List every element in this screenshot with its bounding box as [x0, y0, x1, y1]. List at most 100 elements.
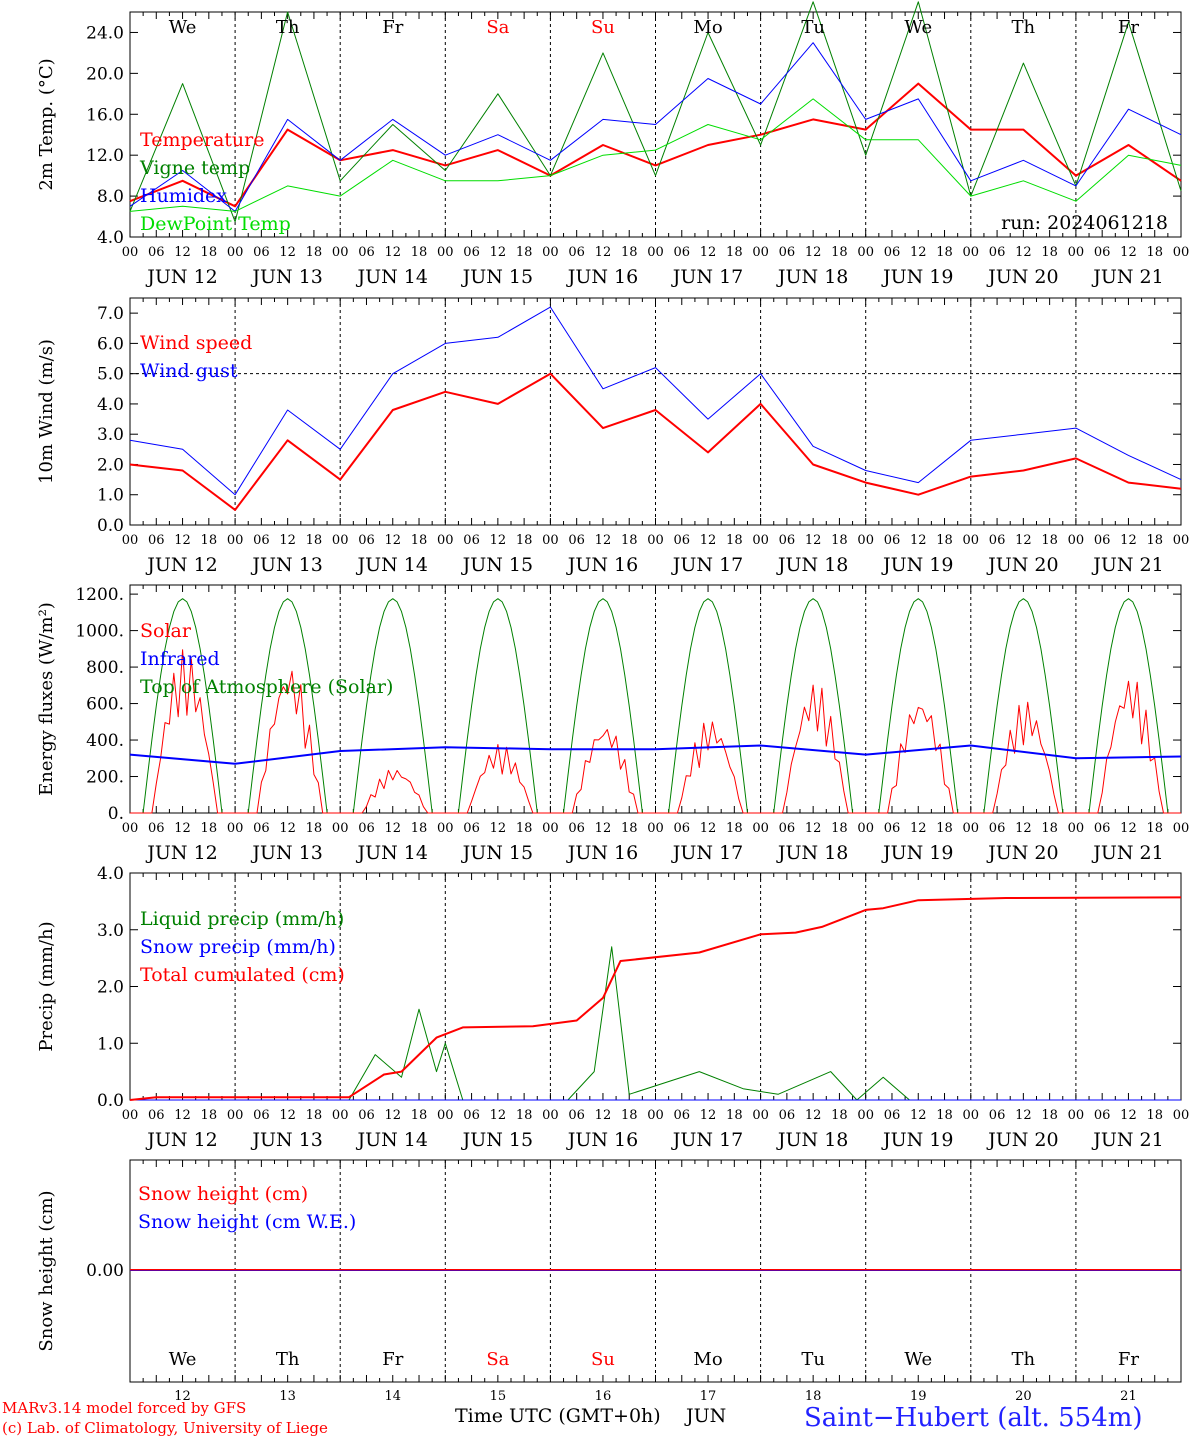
hour-tick-label: 06 — [989, 533, 1006, 548]
day-name-label: Sa — [486, 17, 509, 38]
date-label: JUN 14 — [356, 266, 428, 288]
hour-tick-label: 06 — [674, 1108, 691, 1123]
hour-tick-label: 18 — [936, 245, 953, 260]
series-line — [129, 82, 1182, 208]
hour-tick-label: 12 — [1015, 1108, 1032, 1123]
hour-tick-label: 00 — [122, 1108, 139, 1123]
day-name-label: We — [904, 1349, 932, 1370]
hour-tick-label: 06 — [884, 1108, 901, 1123]
day-name-label: Th — [1012, 1349, 1036, 1370]
y-tick-label: 1.0 — [97, 1034, 124, 1054]
hour-tick-label: 12 — [279, 245, 296, 260]
hour-tick-label: 18 — [411, 1108, 428, 1123]
hour-tick-label: 00 — [542, 1108, 559, 1123]
hour-tick-label: 18 — [201, 1108, 218, 1123]
y-tick-label: 4.0 — [97, 395, 124, 415]
hour-tick-label: 06 — [1094, 1108, 1111, 1123]
hour-tick-label: 18 — [1146, 533, 1163, 548]
hour-tick-label: 18 — [516, 245, 533, 260]
series-line — [129, 306, 1182, 496]
day-name-label: Fr — [382, 1349, 403, 1370]
legend-item: Snow precip (mm/h) — [140, 936, 336, 958]
date-label: JUN 18 — [776, 842, 848, 864]
hour-tick-label: 12 — [490, 821, 507, 836]
run-annotation: run: 2024061218 — [1001, 212, 1168, 234]
y-tick-label: 0.0 — [97, 1091, 124, 1111]
hour-tick-label: 00 — [437, 821, 454, 836]
hour-tick-label: 00 — [857, 1108, 874, 1123]
legend-item: Snow height (cm) — [138, 1183, 308, 1205]
date-label: JUN 13 — [250, 554, 322, 576]
hour-tick-label: 12 — [700, 533, 717, 548]
legend-item: Top of Atmosphere (Solar) — [140, 676, 393, 698]
hour-tick-label: 18 — [1041, 533, 1058, 548]
hour-tick-label: 18 — [1146, 1108, 1163, 1123]
hour-tick-label: 12 — [910, 533, 927, 548]
y-axis-label: 2m Temp. (°C) — [36, 58, 57, 190]
hour-tick-label: 06 — [674, 821, 691, 836]
date-label: JUN 17 — [671, 266, 743, 288]
hour-tick-label: 12 — [490, 1108, 507, 1123]
y-tick-label: 0. — [108, 804, 124, 824]
day-number-label: 19 — [910, 1389, 927, 1404]
day-name-label: Th — [276, 17, 300, 38]
hour-tick-label: 18 — [1041, 1108, 1058, 1123]
date-label: JUN 12 — [145, 266, 217, 288]
hour-tick-label: 06 — [253, 1108, 270, 1123]
y-axis-label: Energy fluxes (W/m²) — [36, 602, 57, 796]
hour-tick-label: 18 — [621, 533, 638, 548]
hour-tick-label: 12 — [279, 533, 296, 548]
legend-item: Temperature — [140, 129, 264, 151]
hour-tick-label: 00 — [1068, 1108, 1085, 1123]
day-name-label: We — [169, 17, 197, 38]
hour-tick-label: 18 — [1041, 821, 1058, 836]
date-label: JUN 13 — [250, 266, 322, 288]
hour-tick-label: 18 — [411, 245, 428, 260]
date-label: JUN 20 — [986, 1129, 1058, 1151]
date-label: JUN 16 — [566, 842, 638, 864]
hour-tick-label: 00 — [752, 533, 769, 548]
hour-tick-label: 06 — [148, 245, 165, 260]
date-label: JUN 20 — [986, 554, 1058, 576]
hour-tick-label: 12 — [910, 1108, 927, 1123]
hour-tick-label: 00 — [122, 821, 139, 836]
date-label: JUN 21 — [1091, 1129, 1163, 1151]
hour-tick-label: 18 — [201, 245, 218, 260]
date-label: JUN 12 — [145, 554, 217, 576]
date-label: JUN 14 — [356, 1129, 428, 1151]
hour-tick-label: 00 — [857, 533, 874, 548]
hour-tick-label: 00 — [1173, 245, 1190, 260]
hour-tick-label: 18 — [411, 533, 428, 548]
hour-tick-label: 00 — [227, 533, 244, 548]
hour-tick-label: 18 — [201, 533, 218, 548]
day-name-label: Fr — [1118, 1349, 1139, 1370]
y-tick-label: 12.0 — [86, 146, 124, 166]
hour-tick-label: 18 — [831, 245, 848, 260]
legend-item: Wind gust — [140, 360, 238, 382]
hour-tick-label: 00 — [857, 821, 874, 836]
hour-tick-label: 06 — [148, 821, 165, 836]
date-label: JUN 20 — [986, 842, 1058, 864]
hour-tick-label: 18 — [516, 821, 533, 836]
hour-tick-label: 06 — [568, 821, 585, 836]
hour-tick-label: 00 — [752, 245, 769, 260]
hour-tick-label: 00 — [963, 245, 980, 260]
y-axis-label: Snow height (cm) — [36, 1190, 57, 1351]
y-tick-label: 8.0 — [97, 187, 124, 207]
hour-tick-label: 06 — [884, 533, 901, 548]
date-label: JUN 15 — [461, 554, 533, 576]
hour-tick-label: 12 — [384, 1108, 401, 1123]
hour-tick-label: 12 — [700, 245, 717, 260]
hour-tick-label: 00 — [647, 1108, 664, 1123]
day-name-label: Fr — [382, 17, 403, 38]
date-label: JUN 14 — [356, 842, 428, 864]
hour-tick-label: 18 — [726, 245, 743, 260]
hour-tick-label: 18 — [411, 821, 428, 836]
day-number-label: 13 — [279, 1389, 296, 1404]
series-line — [129, 98, 1182, 212]
hour-tick-label: 12 — [805, 533, 822, 548]
y-tick-label: 5.0 — [97, 365, 124, 385]
legend-item: Snow height (cm W.E.) — [138, 1211, 356, 1233]
hour-tick-label: 12 — [1015, 821, 1032, 836]
